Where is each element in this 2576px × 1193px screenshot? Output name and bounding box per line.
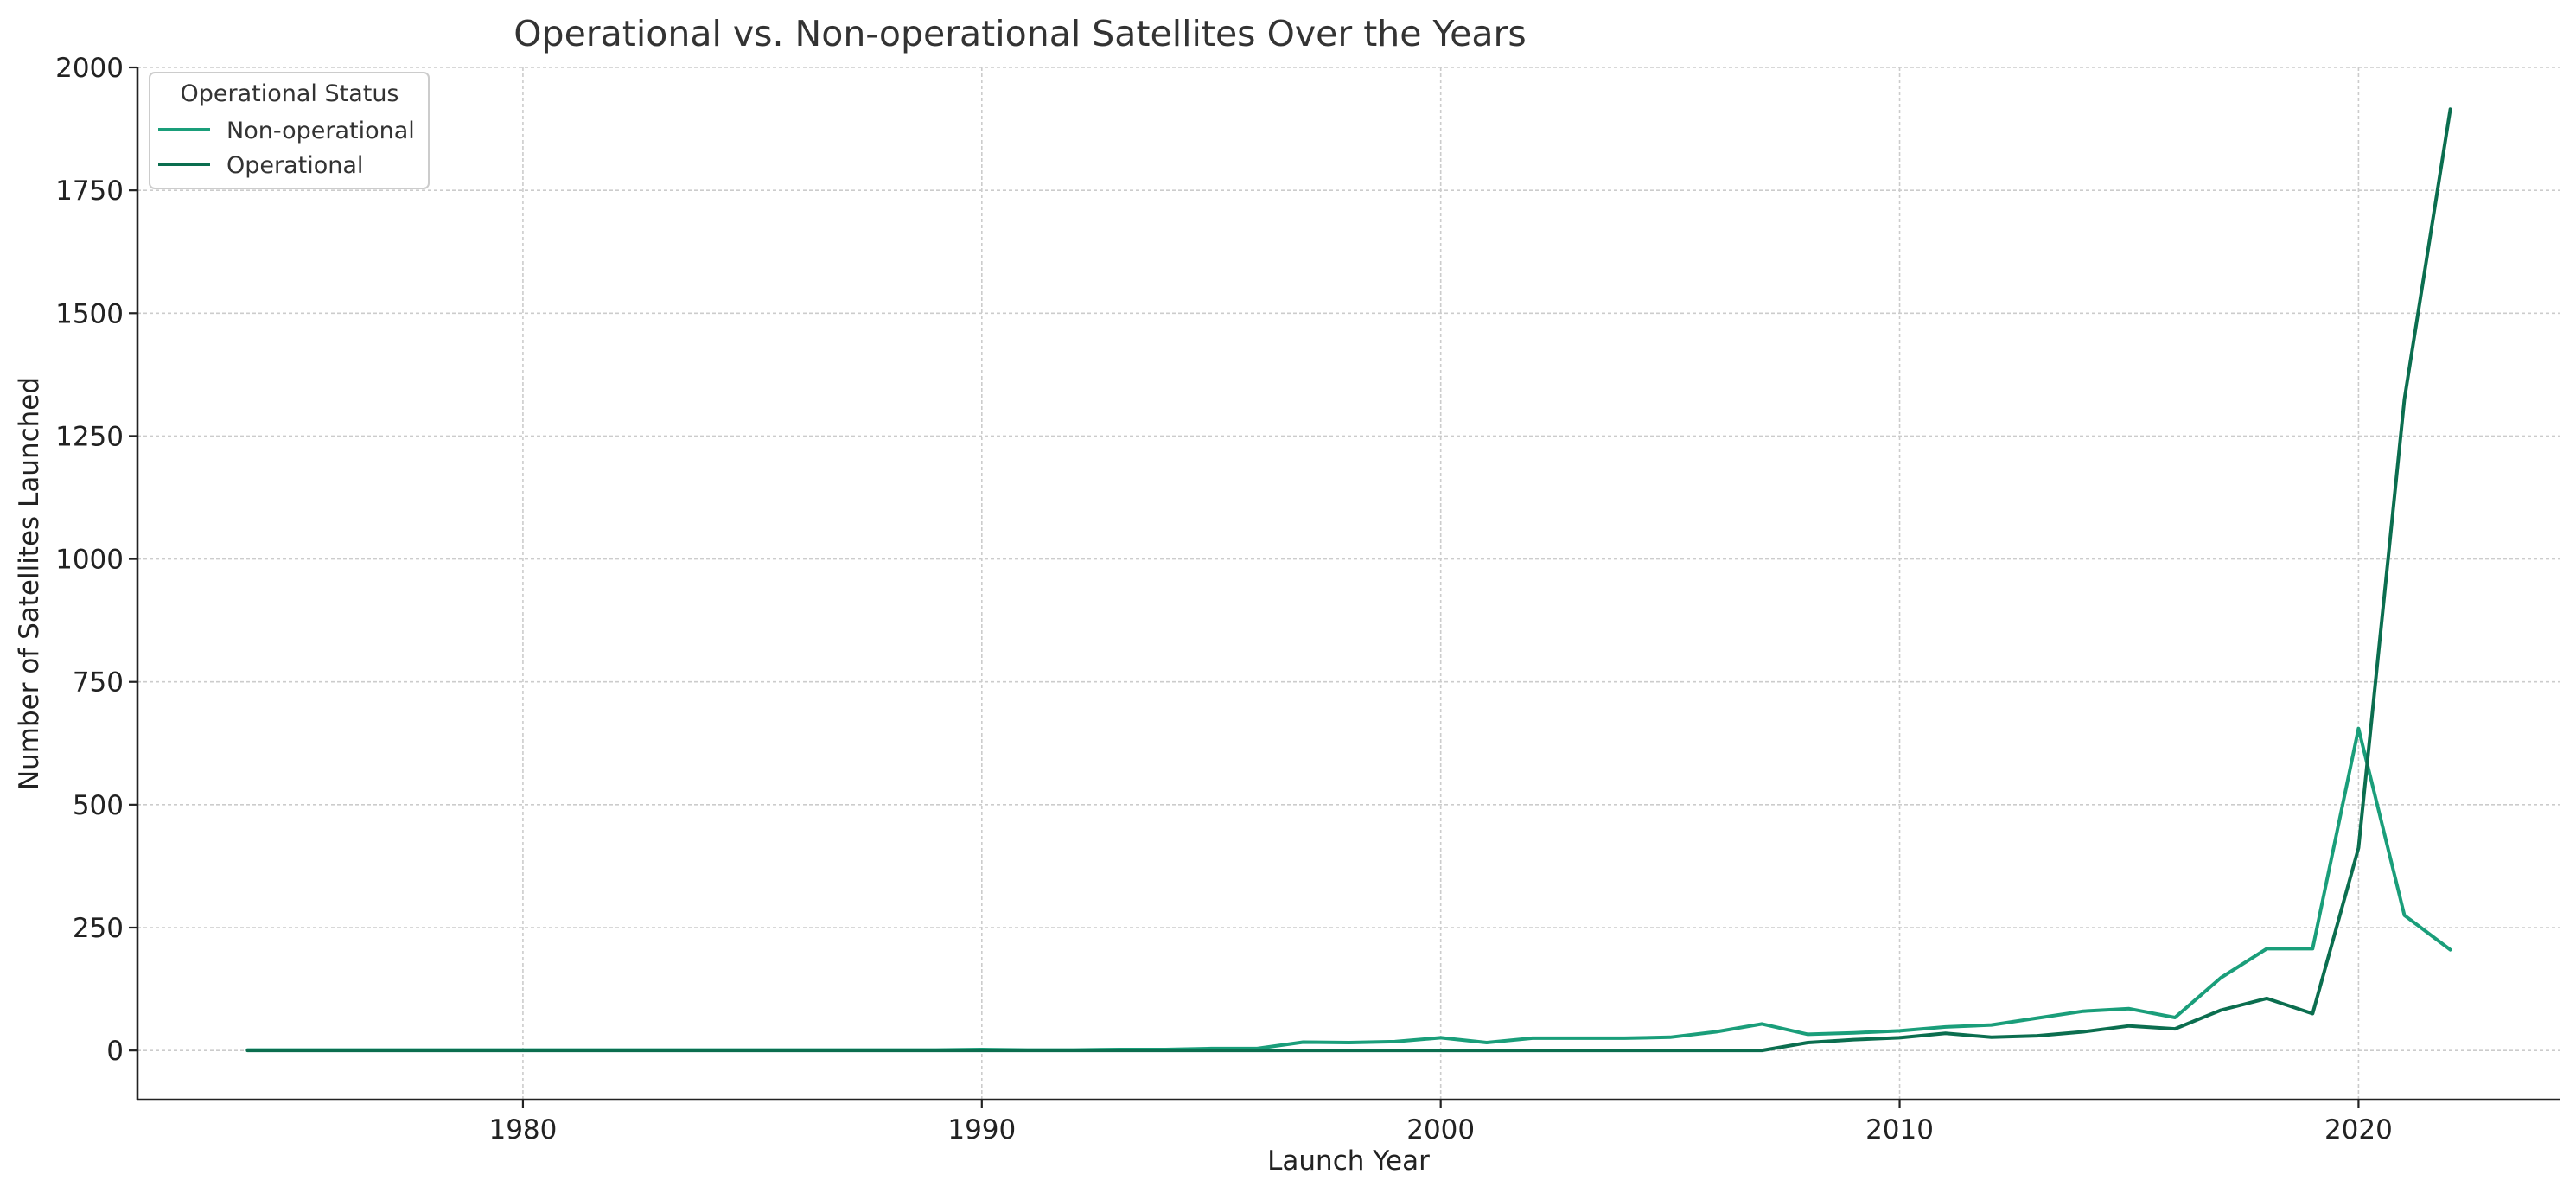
x-tick-label: 2020 [2324, 1114, 2393, 1145]
x-axis-label: Launch Year [1267, 1145, 1430, 1177]
y-tick-label: 1750 [55, 175, 124, 207]
y-tick-label: 1500 [55, 298, 124, 329]
x-tick-label: 2000 [1406, 1114, 1475, 1145]
x-tick-label: 1980 [488, 1114, 557, 1145]
grid [137, 67, 2560, 1100]
x-ticks: 1980 1990 2000 2010 2020 [488, 1100, 2393, 1145]
y-tick-label: 2000 [55, 53, 124, 84]
y-axis-label: Number of Satellites Launched [14, 377, 45, 790]
legend-box [149, 72, 430, 189]
y-tick-label: 750 [73, 667, 124, 699]
chart-title: Operational vs. Non-operational Satellit… [513, 13, 1526, 54]
series-lines [245, 107, 2452, 1053]
x-tick-label: 1990 [947, 1114, 1016, 1145]
y-tick-label: 1000 [55, 545, 124, 576]
legend-title: Operational Status [180, 80, 399, 107]
axes [136, 67, 2560, 1101]
legend: Operational Status Non-operational Opera… [149, 72, 430, 189]
y-ticks: 0 250 500 750 1000 1250 1500 1750 2000 [55, 53, 137, 1067]
y-tick-label: 250 [73, 913, 124, 944]
series-line-operational [245, 107, 2452, 1053]
legend-label-operational: Operational [226, 152, 363, 179]
y-tick-label: 500 [73, 790, 124, 821]
y-tick-label: 1250 [55, 421, 124, 452]
legend-label-non-operational: Non-operational [226, 118, 415, 144]
series-line-non-operational [245, 726, 2452, 1052]
y-tick-label: 0 [106, 1036, 124, 1067]
x-tick-label: 2010 [1865, 1114, 1934, 1145]
